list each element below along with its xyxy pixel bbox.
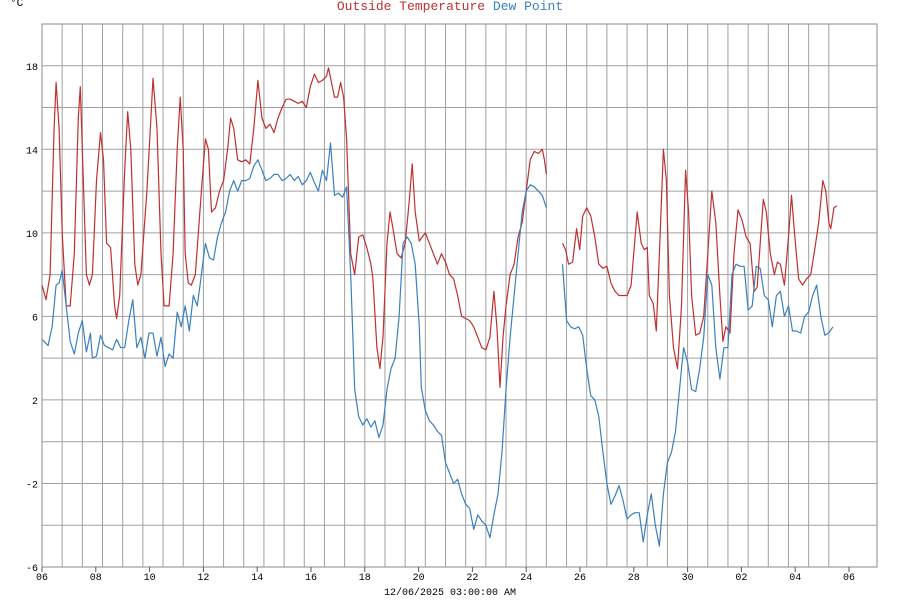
x-tick-label: 02 <box>735 573 747 584</box>
title-temperature: Outside Temperature <box>336 0 486 14</box>
x-tick-label: 16 <box>305 573 317 584</box>
series-lines <box>41 67 838 547</box>
x-tick-label: 10 <box>144 573 156 584</box>
series-line-outside-temperature <box>41 67 547 388</box>
x-tick-label: 28 <box>628 573 640 584</box>
x-tick-label: 14 <box>251 573 263 584</box>
x-tick-label: 30 <box>682 573 694 584</box>
x-tick-label: 12 <box>197 573 209 584</box>
y-axis-unit: °C <box>10 0 24 10</box>
x-tick-label: 18 <box>359 573 371 584</box>
x-tick-labels: 06 08 10 12 14 16 18 20 22 24 26 28 30 02 04 06 <box>36 567 855 584</box>
y-tick-label: -6 <box>26 564 38 575</box>
x-tick-label: 06 <box>843 573 855 584</box>
x-tick-label: 04 <box>789 573 801 584</box>
series-line-outside-temperature <box>561 148 838 370</box>
x-tick-label: 24 <box>520 573 532 584</box>
x-tick-label: 08 <box>90 573 102 584</box>
x-tick-label: 20 <box>413 573 425 584</box>
x-tick-label: 06 <box>36 573 48 584</box>
y-tick-label: 6 <box>32 313 38 324</box>
y-tick-label: 14 <box>26 146 38 157</box>
x-tick-label: 26 <box>574 573 586 584</box>
y-tick-label: 10 <box>26 230 38 241</box>
y-tick-label: 2 <box>32 397 38 408</box>
y-tick-label: 18 <box>26 63 38 74</box>
x-tick-label: 22 <box>466 573 478 584</box>
title-dewpoint: Dew Point <box>492 0 564 14</box>
y-tick-labels: -6 -2 2 6 10 14 18 <box>26 63 38 575</box>
series-line-dew-point <box>41 142 547 539</box>
series-line-dew-point <box>561 263 834 547</box>
chart-title: Outside Temperature Dew Point <box>0 0 900 14</box>
x-axis-caption: 12/06/2025 03:00:00 AM <box>383 588 517 599</box>
y-tick-label: -2 <box>26 480 38 491</box>
